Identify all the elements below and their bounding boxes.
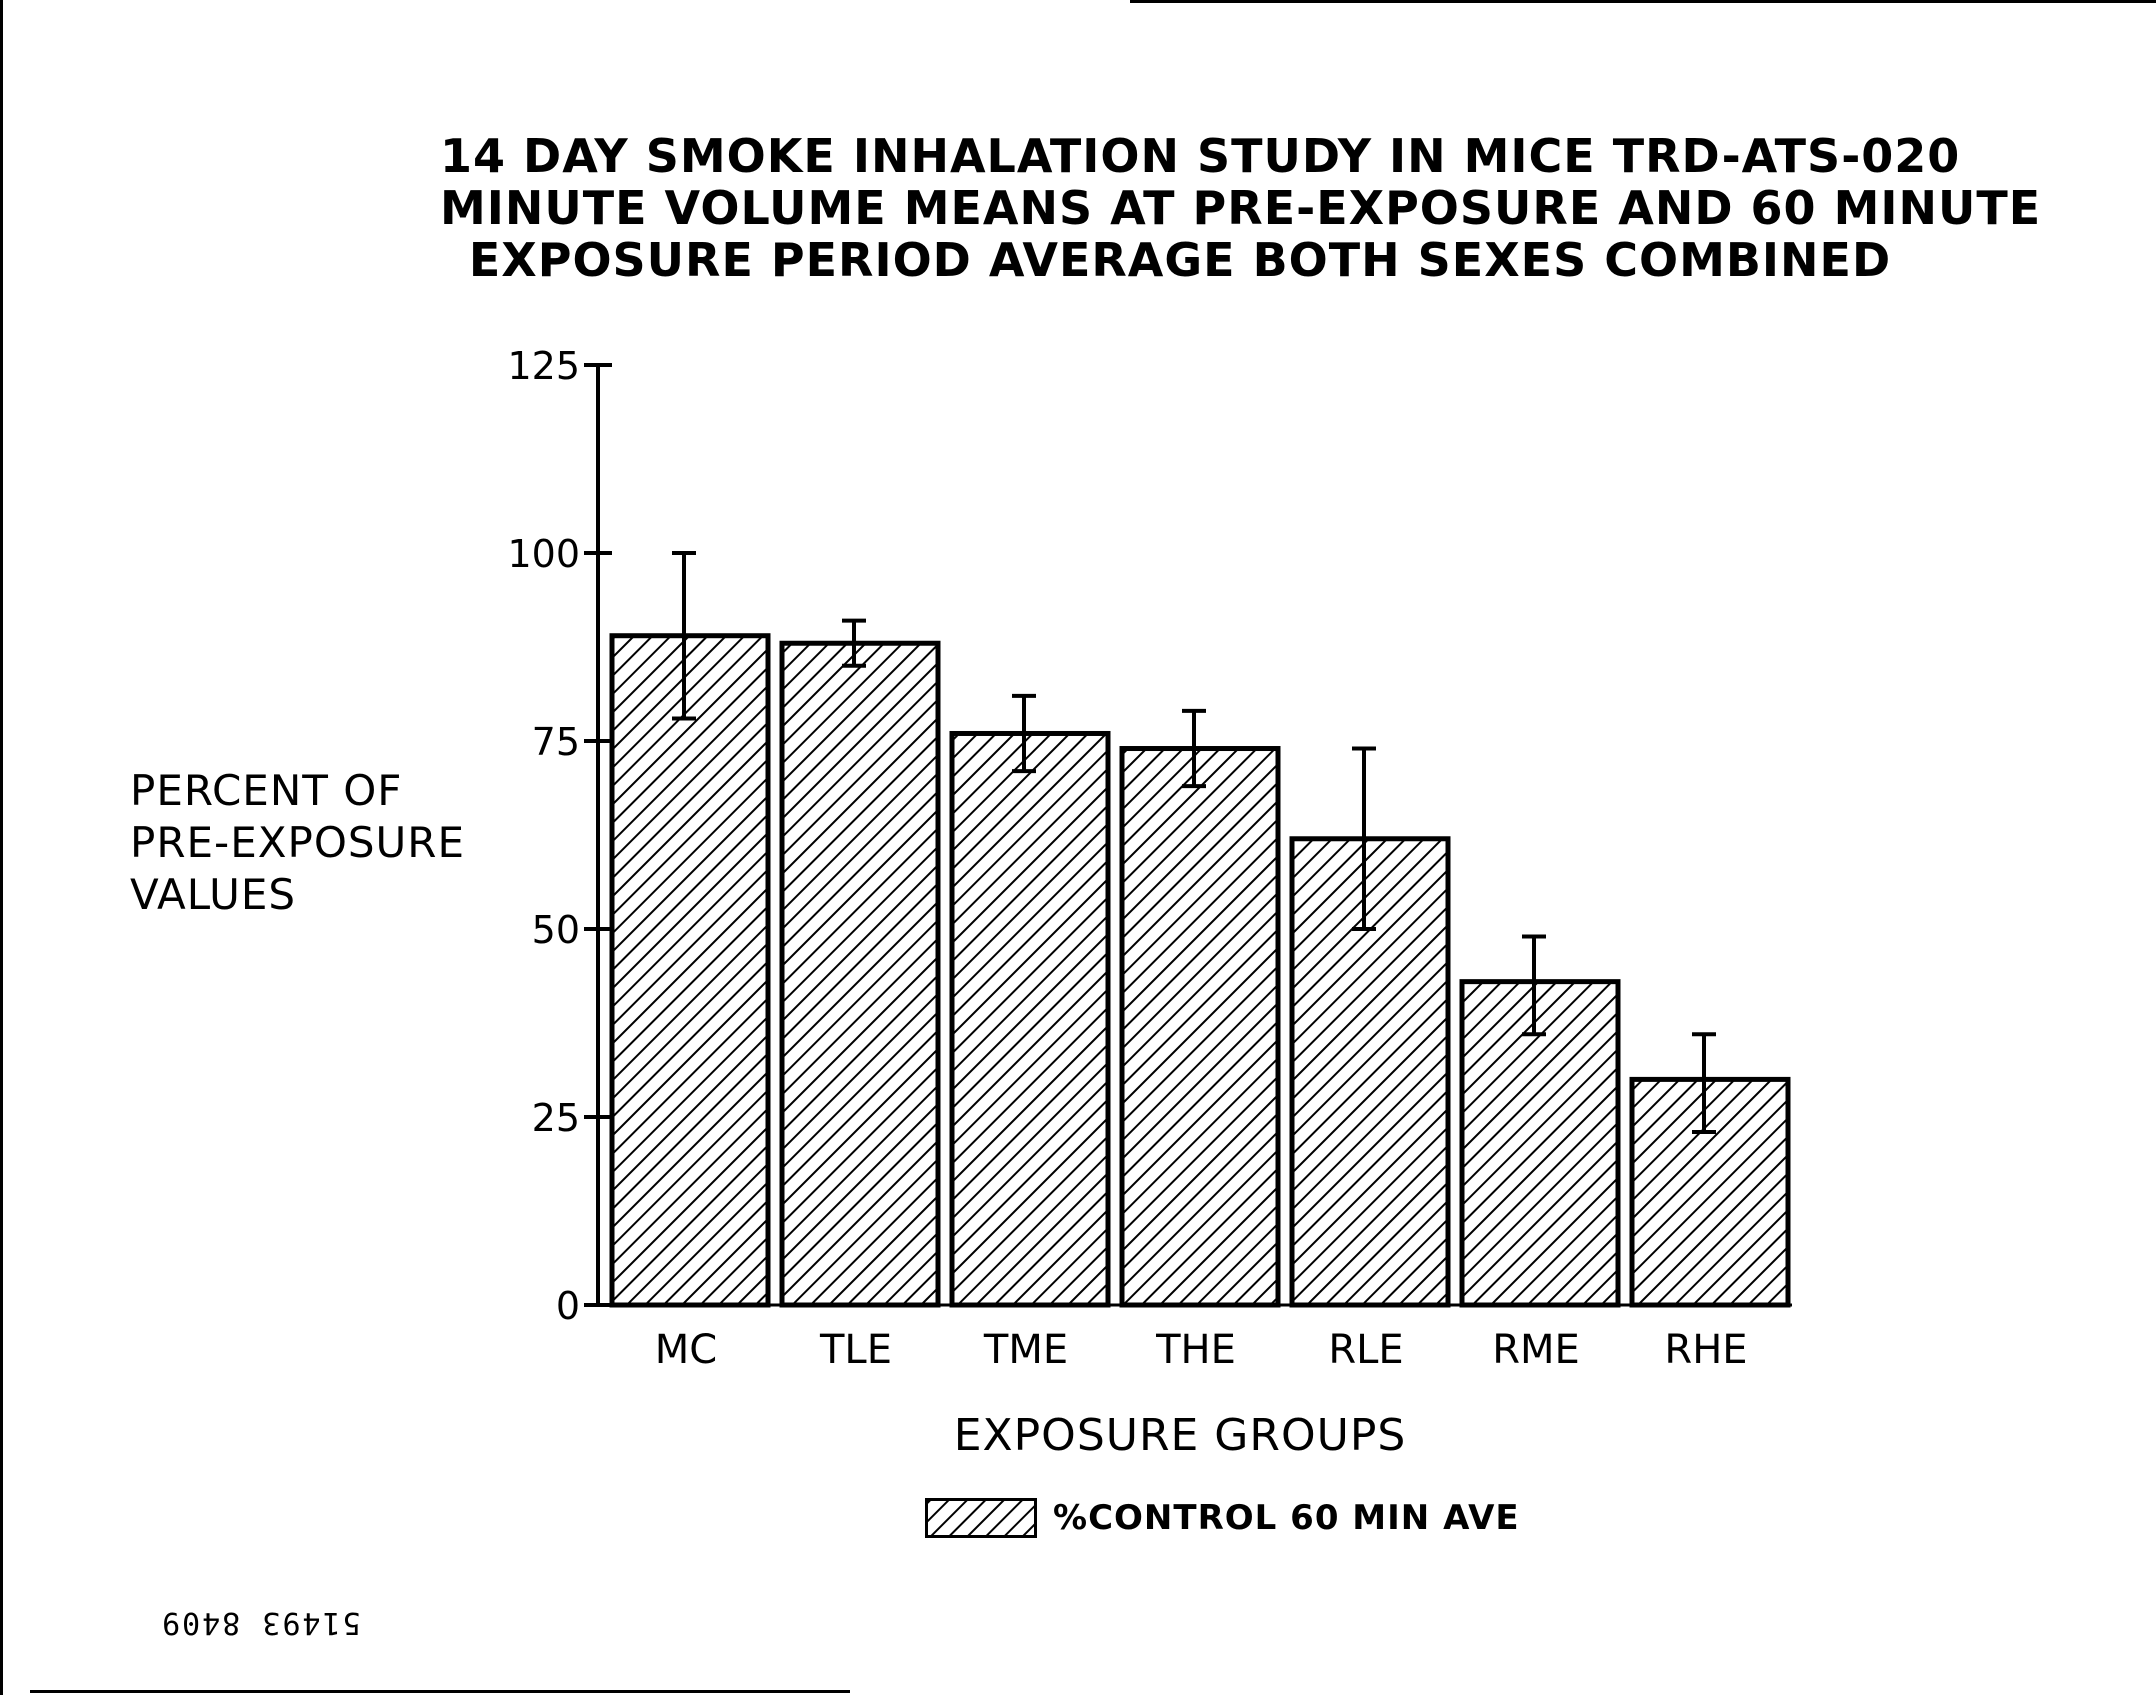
bar-tme	[949, 730, 1111, 1308]
document-stamp: 51493 8409	[160, 1605, 361, 1640]
x-axis-label: EXPOSURE GROUPS	[953, 1410, 1407, 1461]
x-tick-label-tle: TLE	[819, 1327, 892, 1373]
y-axis-label-line-3: VALUES	[130, 870, 297, 919]
bar-rle	[1289, 836, 1451, 1308]
y-tick-label: 125	[507, 344, 580, 388]
y-tick-label: 0	[556, 1284, 580, 1328]
y-axis-label-line-2: PRE-EXPOSURE	[130, 818, 466, 867]
chart-error-bars	[672, 551, 1716, 1135]
chart-title-line-3: EXPOSURE PERIOD AVERAGE BOTH SEXES COMBI…	[468, 233, 1892, 287]
chart-bars	[609, 633, 1791, 1308]
y-axis-label-line-1: PERCENT OF	[130, 766, 403, 815]
y-tick-label: 100	[507, 532, 580, 576]
scan-border-left	[0, 0, 3, 1695]
chart-title-line-1: 14 DAY SMOKE INHALATION STUDY IN MICE TR…	[440, 129, 1961, 183]
chart-title-line-2: MINUTE VOLUME MEANS AT PRE-EXPOSURE AND …	[440, 181, 2042, 235]
x-tick-label-mc: MC	[655, 1327, 717, 1373]
y-axis-label: PERCENT OF PRE-EXPOSURE VALUES	[130, 765, 465, 921]
x-tick-label-rle: RLE	[1328, 1327, 1403, 1373]
bar-mc	[609, 633, 771, 1308]
legend-label: %CONTROL 60 MIN AVE	[1053, 1497, 1520, 1538]
chart-title: 14 DAY SMOKE INHALATION STUDY IN MICE TR…	[440, 129, 2042, 287]
y-tick-label: 75	[532, 720, 580, 764]
scan-border-top	[1130, 0, 2156, 3]
bar-the	[1119, 746, 1281, 1308]
x-tick-label-rme: RME	[1492, 1327, 1580, 1373]
bar-rhe	[1629, 1076, 1791, 1308]
x-tick-label-rhe: RHE	[1664, 1327, 1747, 1373]
chart-labels: 0 25 50 75 100 125 MC TLE TME THE RLE RME RHE	[507, 344, 1747, 1373]
y-tick-label: 50	[532, 908, 580, 952]
bar-tle	[779, 640, 941, 1308]
bar-rme	[1459, 979, 1621, 1308]
x-tick-label-the: THE	[1155, 1327, 1236, 1373]
scan-border-bottom	[30, 1690, 850, 1693]
legend: %CONTROL 60 MIN AVE	[925, 1495, 1520, 1540]
legend-swatch	[925, 1497, 1037, 1538]
y-tick-label: 25	[532, 1096, 580, 1140]
x-tick-label-tme: TME	[983, 1327, 1068, 1373]
